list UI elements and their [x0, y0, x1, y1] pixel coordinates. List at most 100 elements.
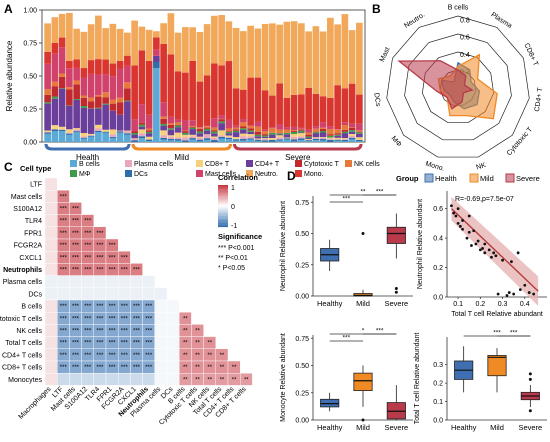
bar-segment [240, 141, 247, 142]
heatmap-cell [143, 373, 155, 385]
bar-segment [320, 122, 327, 127]
colorbar-step [218, 199, 228, 201]
bar-segment [320, 139, 327, 140]
significance-mark: *** [60, 329, 68, 335]
significance-mark: *** [96, 353, 104, 359]
heatmap-row-label: Plasma cells [3, 279, 43, 286]
bar-segment [218, 139, 225, 142]
significance-label: *** [376, 189, 384, 196]
significance-mark: *** [109, 316, 117, 322]
scatter-point [459, 225, 462, 228]
bar-segment [276, 135, 283, 137]
panel-label-d: D [287, 169, 296, 183]
colorbar-step [218, 209, 228, 211]
bar-segment [226, 138, 233, 139]
legend-swatch [295, 160, 302, 167]
scatter-point [490, 256, 493, 259]
x-tick-label: 0.4 [520, 301, 530, 308]
y-tick-label: 0.4 [433, 236, 443, 243]
bar-segment [233, 88, 240, 125]
group-bracket [46, 144, 129, 149]
heatmap-row-label: FCGR2A [14, 243, 43, 250]
bar-segment [276, 140, 283, 142]
bar-segment [95, 75, 102, 96]
heatmap-cell [45, 373, 57, 385]
bar-segment [291, 134, 298, 137]
significance-mark: *** [145, 341, 153, 347]
radar-axis-label: Plasma [490, 11, 514, 30]
bar-segment [262, 139, 269, 140]
bar-segment [334, 138, 341, 140]
bar-segment [81, 139, 88, 142]
significance-label: *** [510, 330, 518, 337]
colorbar-step [218, 193, 228, 195]
bar-segment [298, 132, 305, 133]
significance-mark: *** [133, 365, 141, 371]
bar-segment [320, 129, 327, 131]
bar-segment [247, 126, 254, 128]
bar-segment [349, 124, 356, 128]
bar-segment [305, 31, 312, 87]
bar-segment [95, 131, 102, 132]
significance-label: ** [360, 189, 366, 196]
bar-segment [168, 54, 175, 117]
colorbar-step [218, 221, 228, 223]
significance-mark: *** [72, 365, 80, 371]
bar-segment [52, 43, 59, 54]
bar-segment [131, 65, 138, 119]
bar-segment [66, 68, 73, 87]
bar-segment [102, 97, 109, 103]
bar-segment [342, 130, 349, 132]
bar-segment [269, 133, 276, 135]
bar-segment [189, 135, 196, 137]
colorbar-step [218, 185, 228, 187]
radar-axis-label: DCs [372, 92, 381, 107]
heatmap-row-label: CD4+ T cells [2, 352, 43, 359]
panel-label-b: B [372, 2, 381, 16]
bar-segment [320, 132, 327, 137]
bar-segment [124, 133, 131, 135]
bar-segment [168, 13, 175, 54]
bar-segment [110, 64, 117, 77]
bar-segment [124, 33, 131, 56]
significance-mark: ** [220, 365, 225, 371]
bar-segment [110, 134, 117, 137]
bar-segment [218, 135, 225, 136]
heatmap-cell [143, 288, 155, 300]
bar-segment [211, 16, 218, 64]
bar-segment [44, 104, 51, 131]
bar-segment [73, 99, 80, 100]
significance-mark: *** [60, 231, 68, 237]
significance-mark: *** [84, 341, 92, 347]
bar-segment [233, 140, 240, 142]
legend-label: MΦ [79, 171, 91, 178]
heatmap-cell [45, 239, 57, 251]
significance-mark: ** [232, 365, 237, 371]
bar-segment [146, 140, 153, 142]
bar-segment [168, 117, 175, 124]
bar-segment [131, 21, 138, 66]
y-axis-label: Total T cell Relative abundant [414, 333, 421, 425]
box [488, 355, 506, 375]
y-tick-label: 0.25 [23, 107, 37, 114]
bar-segment [262, 137, 269, 138]
bar-segment [197, 131, 204, 133]
heatmap-row-label: B cells [21, 304, 42, 311]
legend-swatch [196, 170, 203, 177]
heatmap-row-label: Monocytes [8, 377, 42, 384]
significance-mark: *** [84, 365, 92, 371]
bar-segment [327, 140, 334, 142]
bar-segment [247, 134, 254, 136]
bar-segment [211, 133, 218, 136]
bar-segment [327, 139, 334, 140]
colorbar-step [218, 212, 228, 214]
bar-segment [356, 23, 363, 95]
scatter-point [461, 219, 464, 222]
heatmap-cell [118, 373, 130, 385]
bar-segment [356, 130, 363, 131]
bar-segment [88, 135, 95, 136]
radar-axis-label: CD4+ T [534, 86, 544, 112]
bar-segment [95, 132, 102, 142]
group-bracket [235, 144, 362, 149]
